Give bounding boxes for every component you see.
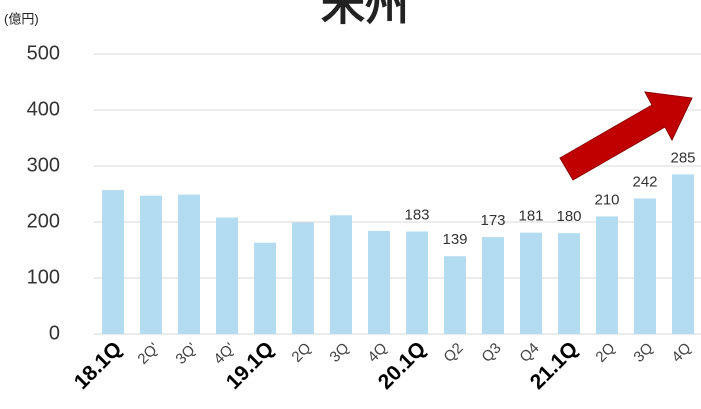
x-tick-label: 2Q	[592, 340, 618, 366]
trend-arrow	[559, 91, 693, 181]
x-tick-label: 3Q	[630, 340, 656, 366]
bar	[368, 230, 390, 334]
x-tick-label: Q4	[516, 340, 542, 366]
value-label: 173	[480, 212, 505, 229]
bar	[482, 237, 504, 334]
value-label: 210	[594, 191, 619, 208]
bar	[672, 174, 694, 334]
unit-label: (億円)	[4, 11, 39, 26]
value-label: 181	[518, 208, 543, 225]
bar	[330, 215, 352, 334]
bar	[216, 217, 238, 334]
x-tick-label: 2Q'	[134, 340, 162, 368]
x-tick-label: 4Q	[364, 340, 390, 366]
value-label: 183	[404, 206, 429, 223]
value-label: 180	[556, 208, 581, 225]
y-tick-label: 500	[27, 42, 60, 64]
bar	[520, 232, 542, 334]
y-tick-label: 400	[27, 98, 60, 120]
bar	[178, 194, 200, 334]
bar	[444, 256, 466, 334]
bar	[254, 242, 276, 334]
bar	[634, 198, 656, 334]
x-tick-label: 3Q'	[172, 340, 200, 368]
bar	[102, 190, 124, 334]
x-tick-label: 2Q	[288, 340, 314, 366]
y-tick-label: 0	[49, 322, 60, 344]
bar	[596, 216, 618, 334]
x-tick-label: 18.1Q	[70, 337, 127, 394]
value-label: 242	[632, 173, 657, 190]
y-tick-label: 100	[27, 266, 60, 288]
bar	[558, 233, 580, 334]
x-tick-label: 4Q	[668, 340, 694, 366]
y-tick-label: 200	[27, 210, 60, 232]
value-label: 139	[442, 231, 467, 248]
x-tick-label: Q3	[478, 340, 504, 366]
chart-title: 米州	[321, 0, 409, 30]
marks: 18.1Q 2Q' 3Q' 4Q'19.1Q 2Q 3Q 4Q18320.1Q139Q217…	[70, 149, 696, 394]
y-tick-label: 300	[27, 154, 60, 176]
bar	[292, 222, 314, 334]
bar	[140, 195, 162, 334]
bar	[406, 231, 428, 334]
x-tick-label: Q2	[440, 340, 466, 366]
grid: 0 100 200 300 400 500	[27, 42, 701, 344]
x-tick-label: 3Q	[326, 340, 352, 366]
value-label: 285	[670, 149, 695, 166]
